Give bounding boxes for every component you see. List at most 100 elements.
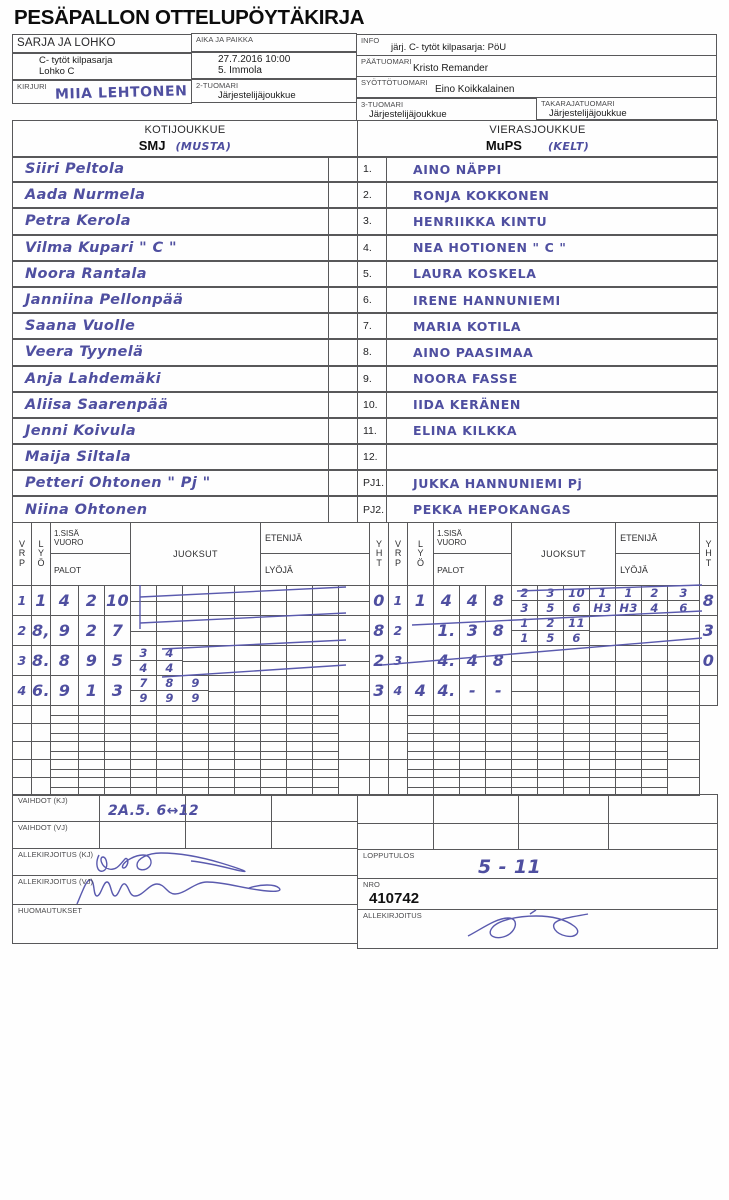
empty-cell[interactable] <box>208 777 236 797</box>
empty-cell[interactable] <box>286 741 314 761</box>
away-vrp-1[interactable]: 2 <box>388 615 409 647</box>
away-player-name-cell[interactable]: RONJA KOKKONEN <box>386 182 718 209</box>
empty-cell[interactable] <box>12 759 32 779</box>
away-palot2-1[interactable]: 3 <box>459 615 487 647</box>
empty-cell[interactable] <box>182 741 210 761</box>
home-etenija-0-2[interactable] <box>312 585 340 617</box>
away-roster-row[interactable]: 7. MARIA KOTILA <box>357 313 718 340</box>
empty-cell[interactable] <box>234 741 262 761</box>
away-juoksu-3-2[interactable] <box>563 675 591 707</box>
home-etenija-3-1[interactable] <box>286 675 314 707</box>
empty-cell[interactable] <box>615 723 643 743</box>
scoring-row[interactable]: 2 8, 9 2 7 8 2 1. 3 8 1 1 2 5 11 6 3 <box>12 615 718 647</box>
away-lyo-2[interactable] <box>407 645 435 677</box>
home-juoksu-1-4[interactable] <box>234 615 262 647</box>
vaihdot-kj-cell[interactable]: VAIHDOT (KJ) 2A.5. 6↔12 <box>12 794 358 823</box>
empty-cell[interactable] <box>338 741 371 761</box>
empty-cell[interactable] <box>589 723 617 743</box>
away-roster-row[interactable]: PJ2. PEKKA HEPOKANGAS <box>357 496 718 523</box>
empty-cell[interactable] <box>407 759 435 779</box>
empty-cell[interactable] <box>641 723 669 743</box>
away-etenija-2-4[interactable] <box>615 645 643 677</box>
empty-cell[interactable] <box>459 741 487 761</box>
home-player-name-cell[interactable]: Noora Rantala <box>12 260 329 287</box>
away-roster-row[interactable]: 9. NOORA FASSE <box>357 365 718 392</box>
home-roster-row[interactable]: Niina Ohtonen <box>12 496 358 523</box>
home-roster-row[interactable]: Jenni Koivula <box>12 417 358 445</box>
empty-cell[interactable] <box>563 741 591 761</box>
home-etenija-3-0[interactable] <box>260 675 288 707</box>
away-vrp-2[interactable]: 3 <box>388 645 409 677</box>
empty-cell[interactable] <box>286 723 314 743</box>
home-lyo-0[interactable]: 1 <box>31 585 51 617</box>
home-palot3-1[interactable]: 7 <box>103 615 132 647</box>
empty-cell[interactable] <box>12 777 32 797</box>
empty-cell[interactable] <box>260 705 288 725</box>
home-roster-row[interactable]: Saana Vuolle <box>12 313 358 340</box>
empty-cell[interactable] <box>31 759 51 779</box>
home-palot3-2[interactable]: 5 <box>103 645 132 677</box>
home-vrp-3[interactable]: 4 <box>12 675 32 707</box>
home-roster-row[interactable]: Siiri Peltola <box>12 156 358 183</box>
away-vrp-0[interactable]: 1 <box>388 585 409 617</box>
away-sisa-3[interactable]: 4. <box>433 675 461 707</box>
home-juoksu-0-0[interactable] <box>130 585 158 617</box>
home-player-name-cell[interactable]: Aliisa Saarenpää <box>12 391 329 418</box>
huomautukset-cell[interactable]: HUOMAUTUKSET <box>12 904 358 945</box>
empty-cell[interactable] <box>615 741 643 761</box>
empty-cell[interactable] <box>103 741 132 761</box>
empty-cell[interactable] <box>459 723 487 743</box>
empty-cell[interactable] <box>388 777 409 797</box>
empty-cell[interactable] <box>641 759 669 779</box>
home-roster-row[interactable]: Aada Nurmela <box>12 182 358 209</box>
away-etenija-1-6[interactable] <box>667 615 701 647</box>
home-player-name-cell[interactable]: Aada Nurmela <box>12 182 329 209</box>
empty-cell[interactable] <box>78 759 105 779</box>
home-etenija-3-2[interactable] <box>312 675 340 707</box>
home-yht-1[interactable]: 8 <box>369 615 390 647</box>
away-player-name-cell[interactable]: LAURA KOSKELA <box>386 260 718 287</box>
empty-cell[interactable] <box>407 741 435 761</box>
away-yht-1[interactable]: 3 <box>699 615 718 647</box>
lopputulos-cell[interactable]: LOPPUTULOS 5 - 11 <box>357 849 718 880</box>
away-sisa-0[interactable]: 4 <box>433 585 461 617</box>
scoring-row-empty[interactable] <box>12 723 718 743</box>
home-yht-3[interactable]: 3 <box>369 675 390 707</box>
empty-cell[interactable] <box>369 705 390 725</box>
empty-cell[interactable] <box>459 759 487 779</box>
scoring-row-empty[interactable] <box>12 705 718 725</box>
empty-cell[interactable] <box>312 723 340 743</box>
home-juoksu-2-2[interactable] <box>182 645 210 677</box>
empty-cell[interactable] <box>208 741 236 761</box>
empty-cell[interactable] <box>589 741 617 761</box>
empty-cell[interactable] <box>78 777 105 797</box>
home-juoksu-0-1[interactable] <box>156 585 184 617</box>
away-roster-row[interactable]: 10. IIDA KERÄNEN <box>357 391 718 418</box>
empty-cell[interactable] <box>407 705 435 725</box>
home-roster-row[interactable]: Aliisa Saarenpää <box>12 391 358 418</box>
empty-cell[interactable] <box>12 741 32 761</box>
home-juoksu-1-1[interactable] <box>156 615 184 647</box>
empty-cell[interactable] <box>459 777 487 797</box>
away-yht-3[interactable] <box>699 675 718 707</box>
home-juoksu-1-3[interactable] <box>208 615 236 647</box>
allekirjoitus-cell[interactable]: ALLEKIRJOITUS <box>357 909 718 950</box>
empty-cell[interactable] <box>78 723 105 743</box>
away-yht-2[interactable]: 0 <box>699 645 718 677</box>
empty-cell[interactable] <box>369 741 390 761</box>
home-etenija-1-1[interactable] <box>286 615 314 647</box>
away-vrp-3[interactable]: 4 <box>388 675 409 707</box>
away-sisa-2[interactable]: 4. <box>433 645 461 677</box>
empty-cell[interactable] <box>433 705 461 725</box>
home-roster-row[interactable]: Vilma Kupari " C " <box>12 234 358 261</box>
away-juoksu-0-3[interactable]: 1 H3 <box>589 585 617 617</box>
empty-cell[interactable] <box>156 723 184 743</box>
away-juoksu-3-3[interactable] <box>589 675 617 707</box>
home-juoksu-0-4[interactable] <box>234 585 262 617</box>
away-roster-row[interactable]: PJ1. JUKKA HANNUNIEMI Pj <box>357 470 718 497</box>
empty-cell[interactable] <box>433 741 461 761</box>
empty-cell[interactable] <box>338 705 371 725</box>
